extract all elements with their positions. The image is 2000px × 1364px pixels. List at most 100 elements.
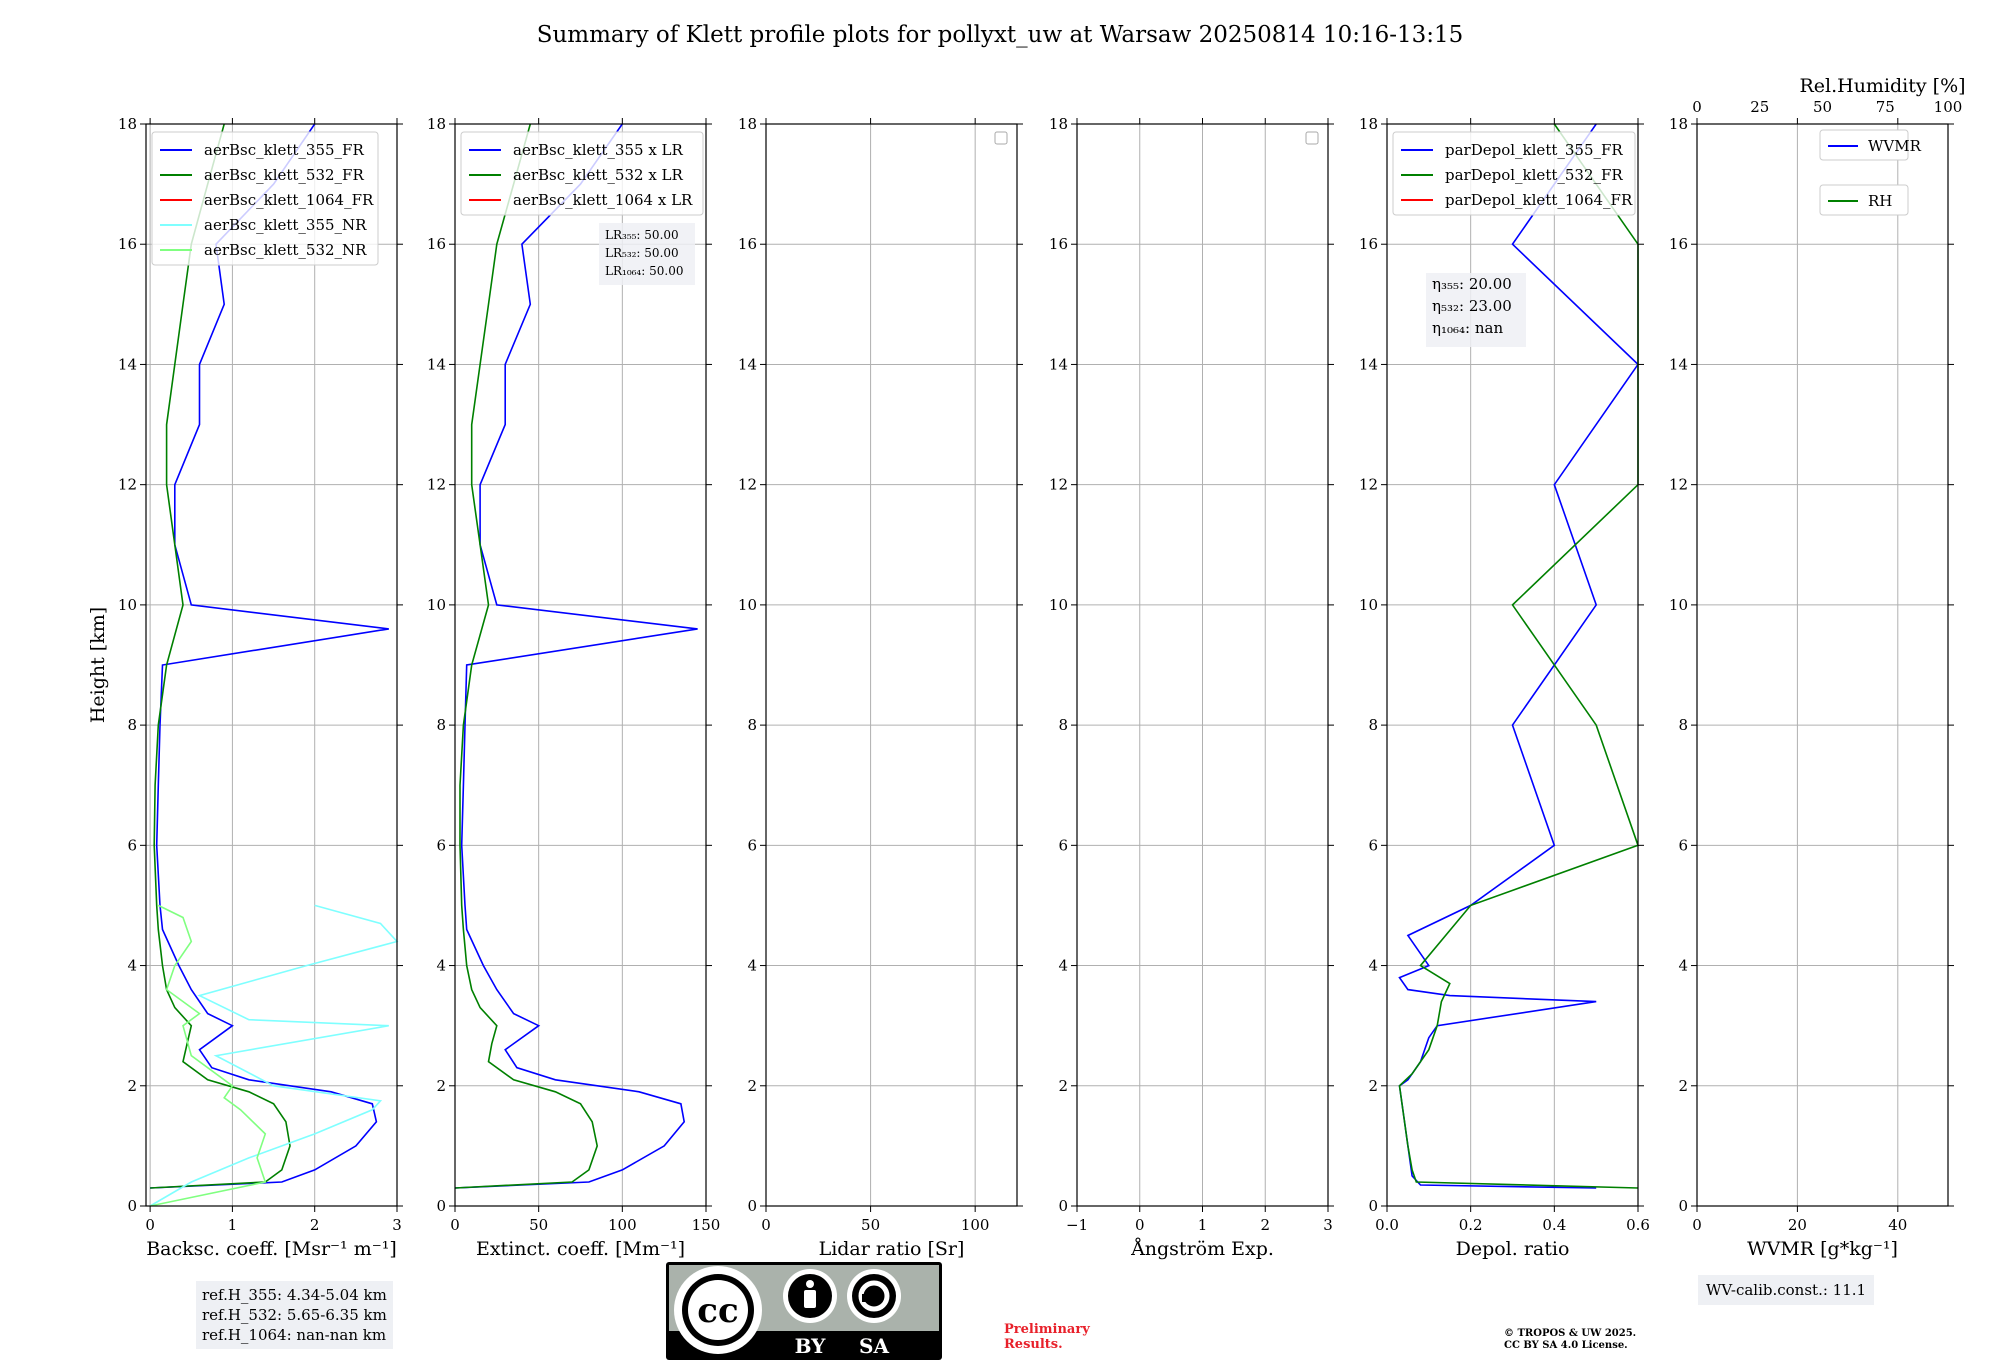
y-tick-label: 6 (1678, 836, 1688, 854)
y-tick-label: 8 (1058, 716, 1068, 734)
y-tick-label: 10 (1049, 596, 1068, 614)
panel-depolarization: 0.0 0.2 0.4 0.6 0 2 4 6 8 10 12 14 16 18 Depol. ratio p… (1359, 115, 1650, 1260)
y-tick-label: 8 (127, 716, 137, 734)
annotation-line: LR₁₀₆₄: 50.00 (605, 264, 683, 278)
x-tick-label: 150 (692, 1216, 721, 1234)
x-tick-label: 50 (529, 1216, 548, 1234)
x-tick-label: 0 (145, 1216, 155, 1234)
series-extinction-1 (454, 123, 599, 1189)
empty-legend-box (994, 131, 1008, 145)
y-tick-label: 0 (747, 1197, 757, 1215)
y-tick-label: 16 (118, 235, 137, 253)
y-tick-label: 14 (427, 355, 446, 373)
y-tick-label: 2 (127, 1077, 137, 1095)
y-tick-label: 0 (436, 1197, 446, 1215)
y-tick-label: 2 (436, 1077, 446, 1095)
y-tick-label: 12 (118, 476, 137, 494)
y-tick-label: 16 (1669, 235, 1688, 253)
x-axis-label: Lidar ratio [Sr] (819, 1238, 965, 1260)
x-top-tick-label: 100 (1934, 98, 1963, 116)
x-tick-label: 0.4 (1542, 1216, 1566, 1234)
y-tick-label: 18 (118, 115, 137, 133)
axes-frame (1696, 123, 1949, 1207)
y-tick-label: 0 (1058, 1197, 1068, 1215)
share-alike-icon (858, 1280, 890, 1312)
legend-box (1819, 129, 1909, 161)
axes-frame (1386, 123, 1639, 1207)
x-tick-label: 3 (392, 1216, 402, 1234)
y-tick-label: 6 (1368, 836, 1378, 854)
y-tick-label: 2 (1368, 1077, 1378, 1095)
axes-frame (765, 123, 1018, 1207)
x-tick-label: 40 (1888, 1216, 1907, 1234)
y-tick-label: 8 (747, 716, 757, 734)
y-tick-label: 12 (1359, 476, 1378, 494)
legend-entry: parDepol_klett_355_FR (1445, 141, 1623, 159)
annotation-line: η₅₃₂: 23.00 (1432, 297, 1512, 315)
annotation-line: LR₃₅₅: 50.00 (605, 228, 679, 242)
x-tick-label: 0 (1692, 1216, 1702, 1234)
panel-water-vapor: 0 20 40 0 2 4 6 8 10 12 14 16 18 WVMR [g*kg⁻¹] 0 25 50 75… (1669, 75, 1966, 1260)
y-tick-label: 14 (1359, 355, 1378, 373)
series-depolarization-1 (1398, 123, 1640, 1189)
cc-logo-text: cc (697, 1291, 738, 1331)
legend-entry: aerBsc_klett_532_FR (204, 166, 364, 184)
wv-calibration-box: WV-calib.const.: 11.1 (1698, 1275, 1875, 1305)
y-tick-label: 8 (1678, 716, 1688, 734)
y-tick-label: 16 (1049, 235, 1068, 253)
x-axis-label: Backsc. coeff. [Msr⁻¹ m⁻¹] (146, 1238, 397, 1260)
x-tick-label: 3 (1323, 1216, 1333, 1234)
y-tick-label: 2 (747, 1077, 757, 1095)
person-icon (806, 1280, 814, 1288)
legend-entry: aerBsc_klett_1064_FR (204, 191, 374, 209)
figure-title: Summary of Klett profile plots for polly… (536, 22, 1464, 48)
preliminary-line-2: Results. (1004, 1337, 1063, 1352)
y-tick-label: 6 (747, 836, 757, 854)
y-tick-label: 6 (127, 836, 137, 854)
y-tick-label: 16 (1359, 235, 1378, 253)
preliminary-note: Preliminary Results. (1004, 1322, 1090, 1352)
x-tick-label: 100 (961, 1216, 990, 1234)
y-tick-label: 12 (1669, 476, 1688, 494)
y-tick-label: 6 (436, 836, 446, 854)
y-tick-label: 18 (1049, 115, 1068, 133)
x-axis-label: Extinct. coeff. [Mm⁻¹] (476, 1238, 685, 1260)
y-tick-label: 12 (427, 476, 446, 494)
x-axis-label: Ångström Exp. (1130, 1238, 1274, 1260)
y-tick-label: 18 (1359, 115, 1378, 133)
y-tick-label: 18 (1669, 115, 1688, 133)
legend-entry: aerBsc_klett_532_NR (204, 241, 367, 259)
y-tick-label: 10 (118, 596, 137, 614)
x-tick-label: 0 (450, 1216, 460, 1234)
legend-box (1819, 184, 1909, 216)
series-backscatter-1 (150, 123, 291, 1189)
x-tick-label: 20 (1788, 1216, 1807, 1234)
x-top-tick-label: 50 (1813, 98, 1832, 116)
y-tick-label: 4 (436, 957, 446, 975)
ref-height-355: ref.H_355: 4.34-5.04 km (202, 1286, 387, 1304)
ref-height-1064: ref.H_1064: nan-nan km (202, 1326, 387, 1344)
x-tick-label: 0 (1135, 1216, 1145, 1234)
series-backscatter-3 (149, 904, 399, 1207)
copyright-line-1: © TROPOS & UW 2025. (1504, 1328, 1637, 1339)
y-tick-label: 10 (1359, 596, 1378, 614)
y-tick-label: 0 (1678, 1197, 1688, 1215)
y-axis-label: Height [km] (87, 607, 109, 723)
y-tick-label: 14 (1669, 355, 1688, 373)
y-tick-label: 0 (1368, 1197, 1378, 1215)
y-tick-label: 4 (1368, 957, 1378, 975)
series-backscatter-4 (149, 904, 267, 1207)
x-tick-label: 100 (608, 1216, 637, 1234)
x-tick-label: 50 (861, 1216, 880, 1234)
annotation-box (1426, 273, 1526, 347)
x-tick-label: 0.0 (1375, 1216, 1399, 1234)
y-tick-label: 0 (127, 1197, 137, 1215)
legend-entry: aerBsc_klett_355_FR (204, 141, 364, 159)
x-top-tick-label: 75 (1876, 98, 1895, 116)
y-tick-label: 18 (738, 115, 757, 133)
x-top-tick-label: 0 (1692, 98, 1702, 116)
y-tick-label: 10 (1669, 596, 1688, 614)
x-tick-label: 0 (761, 1216, 771, 1234)
